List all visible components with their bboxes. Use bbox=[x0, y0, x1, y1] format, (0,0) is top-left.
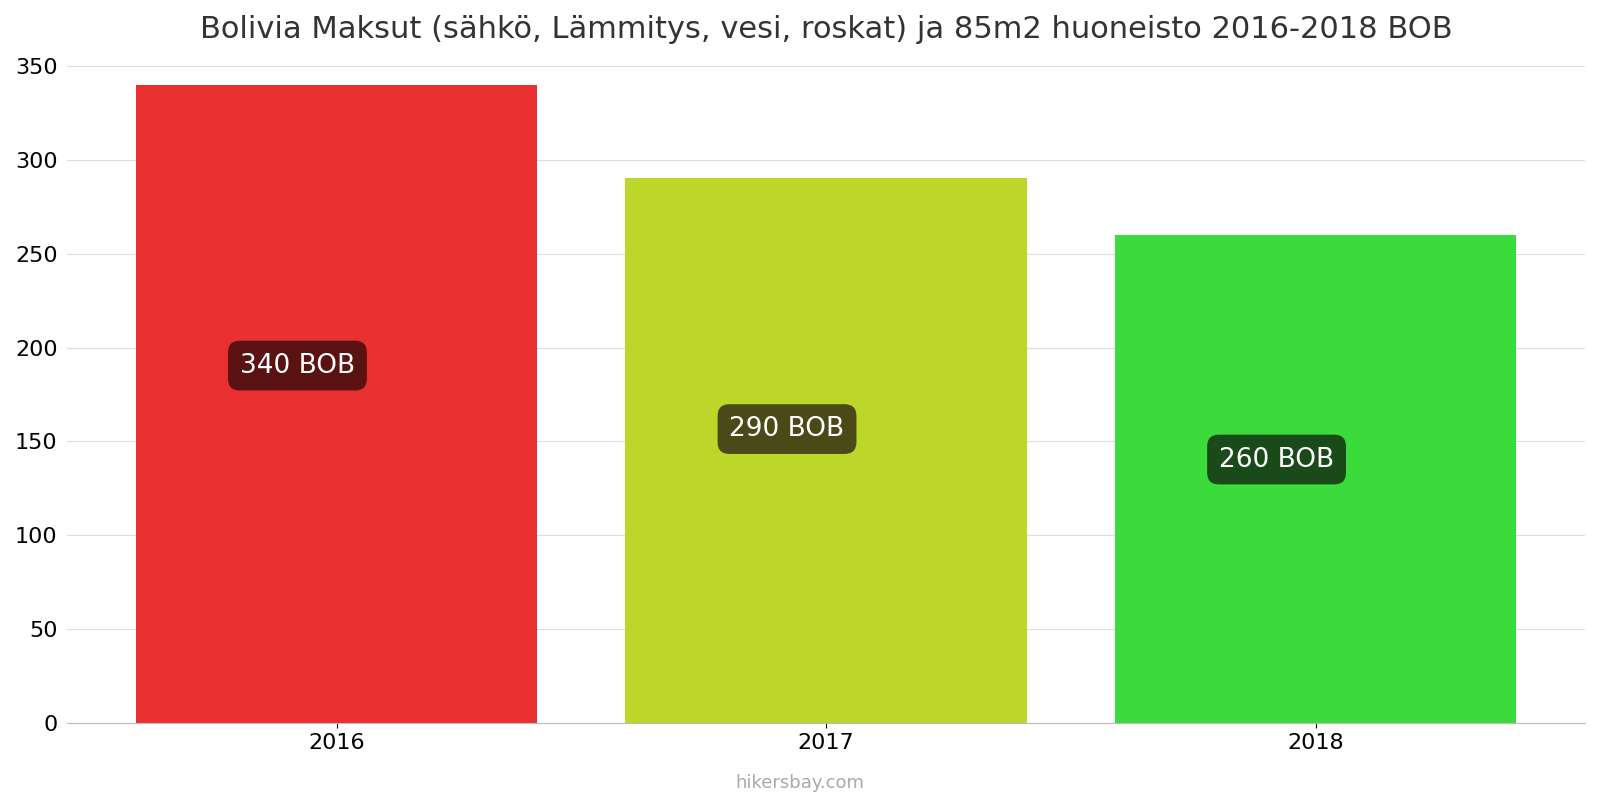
Bar bbox=[1115, 235, 1517, 723]
Text: 340 BOB: 340 BOB bbox=[240, 353, 355, 378]
Text: hikersbay.com: hikersbay.com bbox=[736, 774, 864, 792]
Text: 260 BOB: 260 BOB bbox=[1219, 446, 1334, 473]
Bar bbox=[136, 85, 538, 723]
Bar bbox=[626, 178, 1027, 723]
Text: 290 BOB: 290 BOB bbox=[730, 416, 845, 442]
Title: Bolivia Maksut (sähkö, Lämmitys, vesi, roskat) ja 85m2 huoneisto 2016-2018 BOB: Bolivia Maksut (sähkö, Lämmitys, vesi, r… bbox=[200, 15, 1453, 44]
